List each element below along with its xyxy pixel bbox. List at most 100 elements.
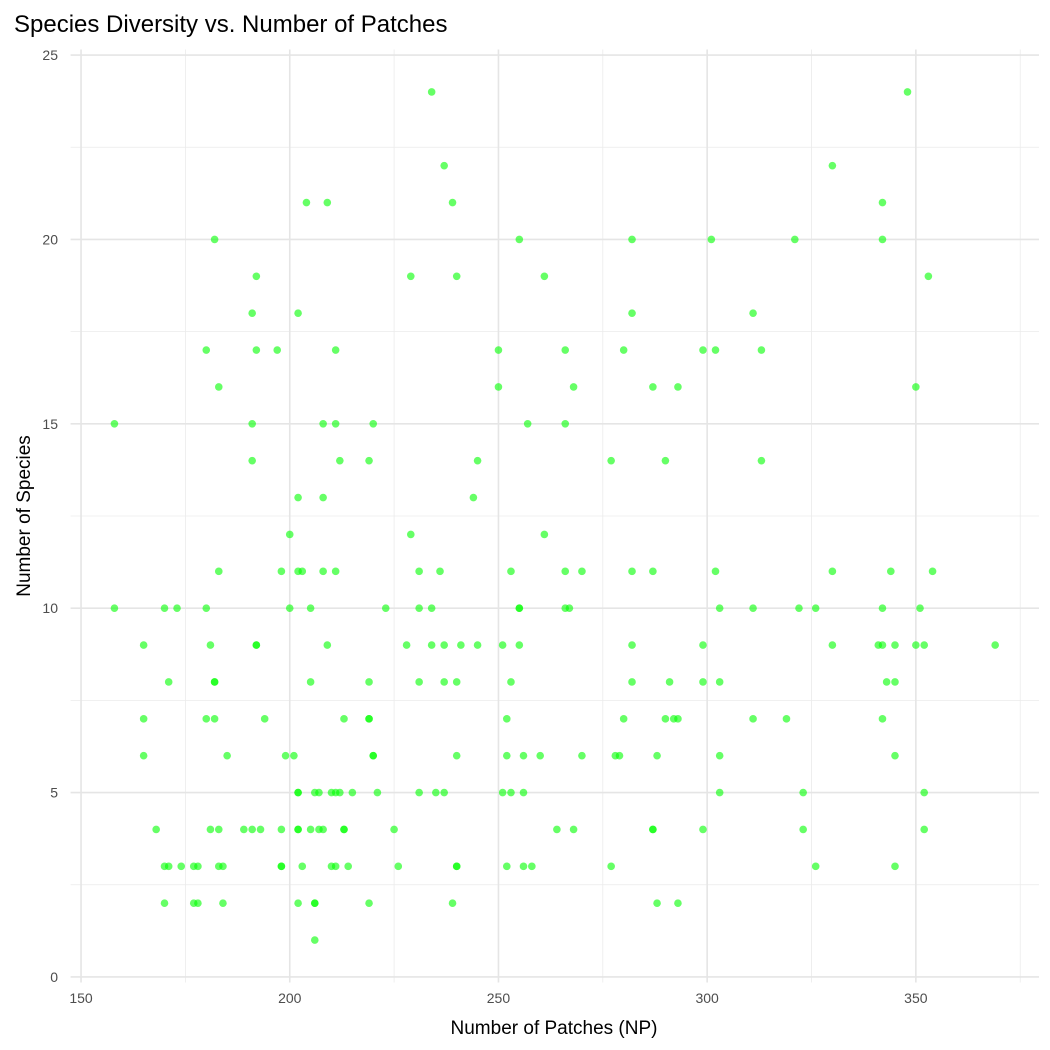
data-point bbox=[628, 567, 636, 576]
data-point bbox=[294, 788, 302, 797]
data-point bbox=[406, 530, 415, 539]
data-point bbox=[891, 862, 899, 871]
data-point bbox=[519, 751, 528, 760]
data-point bbox=[561, 567, 570, 576]
data-point bbox=[674, 715, 682, 723]
data-point bbox=[202, 715, 211, 723]
data-point bbox=[649, 567, 657, 576]
data-point bbox=[653, 751, 661, 760]
data-point bbox=[210, 678, 219, 686]
data-point bbox=[319, 493, 327, 502]
data-point bbox=[828, 161, 837, 170]
data-point bbox=[214, 825, 223, 834]
data-point bbox=[507, 567, 515, 576]
data-point bbox=[715, 604, 724, 612]
data-point bbox=[878, 641, 887, 649]
data-point bbox=[540, 272, 549, 281]
data-point bbox=[285, 604, 294, 612]
data-point bbox=[498, 641, 507, 649]
data-point bbox=[369, 420, 378, 428]
data-point bbox=[891, 751, 899, 760]
data-point bbox=[273, 346, 282, 354]
data-point bbox=[553, 825, 561, 834]
data-point bbox=[415, 567, 423, 576]
data-point bbox=[248, 309, 256, 317]
data-point bbox=[519, 862, 528, 871]
data-point bbox=[615, 751, 624, 760]
data-point bbox=[440, 678, 448, 686]
data-point bbox=[365, 678, 373, 686]
data-point bbox=[315, 788, 323, 797]
data-point bbox=[277, 567, 286, 576]
x-tick-label: 250 bbox=[487, 990, 511, 1006]
data-point bbox=[828, 567, 837, 576]
data-point bbox=[903, 88, 912, 96]
data-point bbox=[206, 641, 215, 649]
data-point bbox=[757, 346, 766, 354]
data-point bbox=[578, 751, 586, 760]
data-point bbox=[331, 420, 340, 428]
data-point bbox=[878, 235, 887, 244]
data-point bbox=[406, 272, 415, 281]
data-point bbox=[248, 456, 256, 465]
data-point bbox=[294, 309, 302, 317]
data-point bbox=[561, 346, 570, 354]
data-point bbox=[628, 235, 636, 244]
data-point bbox=[306, 678, 315, 686]
data-point bbox=[252, 272, 261, 281]
data-point bbox=[252, 641, 261, 649]
data-point bbox=[298, 862, 307, 871]
data-point bbox=[452, 862, 461, 871]
data-point bbox=[757, 456, 766, 465]
data-point bbox=[452, 678, 461, 686]
data-point bbox=[294, 825, 302, 834]
data-point bbox=[507, 788, 515, 797]
data-point bbox=[920, 641, 929, 649]
data-point bbox=[715, 788, 724, 797]
data-point bbox=[628, 678, 636, 686]
data-point bbox=[306, 825, 315, 834]
data-point bbox=[381, 604, 390, 612]
data-point bbox=[298, 567, 307, 576]
data-point bbox=[619, 346, 628, 354]
data-point bbox=[323, 198, 332, 207]
data-point bbox=[515, 604, 524, 612]
data-point bbox=[878, 604, 887, 612]
data-point bbox=[452, 272, 461, 281]
data-point bbox=[674, 383, 682, 391]
data-point bbox=[277, 862, 286, 871]
data-point bbox=[210, 235, 219, 244]
data-point bbox=[707, 235, 716, 244]
data-point bbox=[331, 567, 340, 576]
data-point bbox=[373, 788, 382, 797]
data-point bbox=[699, 346, 707, 354]
data-point bbox=[891, 678, 899, 686]
data-point bbox=[665, 678, 674, 686]
data-point bbox=[394, 862, 403, 871]
data-point bbox=[607, 862, 615, 871]
data-point bbox=[502, 751, 511, 760]
data-point bbox=[494, 346, 503, 354]
data-point bbox=[912, 383, 920, 391]
y-tick-label: 10 bbox=[42, 600, 58, 616]
data-point bbox=[365, 715, 373, 723]
data-point bbox=[628, 309, 636, 317]
y-tick-label: 15 bbox=[42, 416, 58, 432]
data-point bbox=[340, 825, 348, 834]
data-point bbox=[928, 567, 937, 576]
data-point bbox=[214, 383, 223, 391]
y-tick-label: 0 bbox=[50, 969, 58, 985]
data-point bbox=[628, 641, 636, 649]
data-point bbox=[469, 493, 478, 502]
data-point bbox=[285, 530, 294, 539]
y-tick-label: 20 bbox=[42, 231, 58, 247]
data-point bbox=[536, 751, 544, 760]
data-point bbox=[160, 604, 169, 612]
data-point bbox=[749, 309, 757, 317]
data-point bbox=[319, 825, 327, 834]
y-axis-ticks: 0 5 10 15 20 25 bbox=[42, 47, 58, 985]
data-point bbox=[248, 420, 256, 428]
data-point bbox=[561, 420, 570, 428]
data-point bbox=[139, 641, 148, 649]
